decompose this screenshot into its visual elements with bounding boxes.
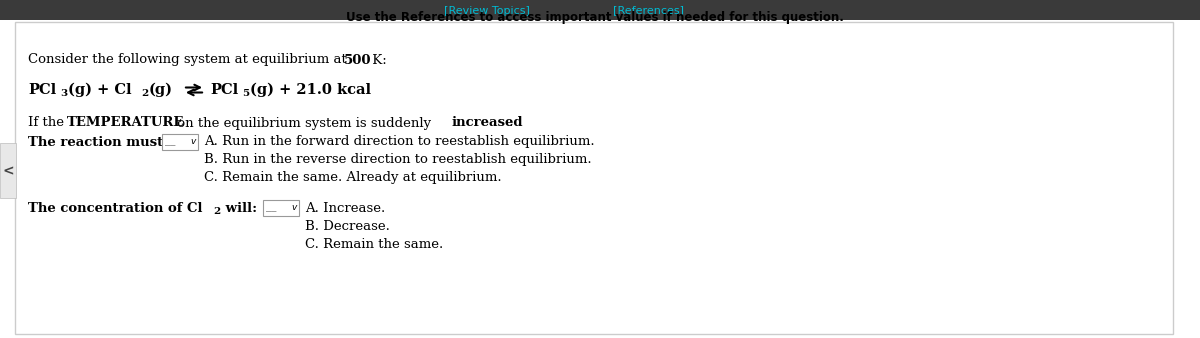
Text: If the: If the — [28, 117, 68, 129]
Text: increased: increased — [452, 117, 523, 129]
Text: PCl: PCl — [210, 83, 239, 97]
Text: PCl: PCl — [28, 83, 56, 97]
Bar — [0, 0, 1200, 20]
Text: A. Increase.: A. Increase. — [305, 201, 385, 215]
Text: 3: 3 — [60, 90, 67, 98]
Text: (g): (g) — [149, 83, 173, 97]
Text: C. Remain the same.: C. Remain the same. — [305, 238, 443, 250]
Text: 500: 500 — [344, 53, 372, 67]
Bar — [0, 143, 16, 198]
Text: A. Run in the forward direction to reestablish equilibrium.: A. Run in the forward direction to reest… — [204, 136, 595, 148]
Text: 5: 5 — [242, 90, 250, 98]
Text: will:: will: — [221, 201, 257, 215]
Text: (g) + 21.0 kcal: (g) + 21.0 kcal — [250, 83, 371, 97]
Text: [References]: [References] — [612, 5, 684, 16]
Text: __: __ — [166, 138, 175, 146]
Text: v: v — [292, 203, 296, 213]
Text: B. Run in the reverse direction to reestablish equilibrium.: B. Run in the reverse direction to reest… — [204, 153, 592, 167]
Text: (g) + Cl: (g) + Cl — [68, 83, 132, 97]
Text: Consider the following system at equilibrium at: Consider the following system at equilib… — [28, 53, 352, 67]
FancyBboxPatch shape — [162, 134, 198, 150]
Text: 2: 2 — [142, 90, 149, 98]
Text: The concentration of Cl: The concentration of Cl — [28, 201, 203, 215]
Text: __: __ — [266, 203, 276, 213]
FancyBboxPatch shape — [263, 200, 299, 216]
Text: <: < — [2, 164, 14, 178]
Text: [Review Topics]: [Review Topics] — [444, 5, 530, 16]
Text: 2: 2 — [214, 208, 221, 217]
Text: C. Remain the same. Already at equilibrium.: C. Remain the same. Already at equilibri… — [204, 171, 502, 185]
Text: :: : — [509, 117, 514, 129]
Text: B. Decrease.: B. Decrease. — [305, 219, 390, 233]
Text: v: v — [190, 138, 196, 146]
Text: TEMPERATURE: TEMPERATURE — [67, 117, 185, 129]
Text: Use the References to access important values if needed for this question.: Use the References to access important v… — [346, 11, 844, 24]
Text: The reaction must:: The reaction must: — [28, 136, 168, 148]
Text: on the equilibrium system is suddenly: on the equilibrium system is suddenly — [173, 117, 436, 129]
Text: K:: K: — [368, 53, 386, 67]
